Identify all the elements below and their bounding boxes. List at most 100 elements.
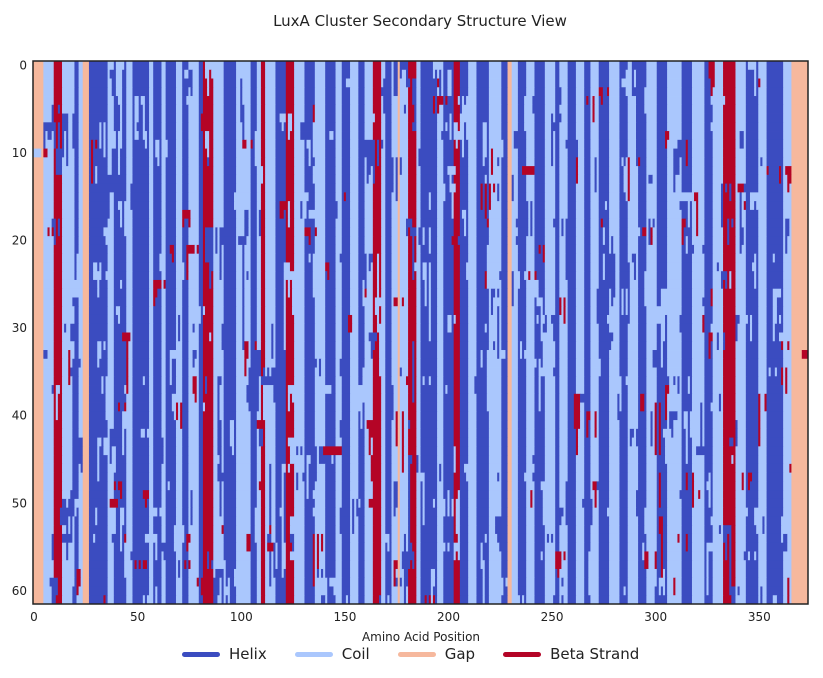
cell-helix	[88, 262, 94, 272]
cell-coil	[126, 166, 133, 176]
cell-beta-strand	[432, 104, 436, 114]
cell-coil	[493, 157, 498, 167]
cell-coil	[735, 271, 747, 281]
cell-helix	[501, 306, 508, 316]
cell-beta-strand	[372, 227, 382, 237]
cell-helix	[501, 113, 508, 123]
cell-beta-strand	[490, 157, 494, 167]
cell-helix	[584, 367, 591, 377]
cell-gap	[507, 350, 513, 360]
cell-coil	[244, 244, 251, 255]
cell-coil	[544, 148, 552, 158]
cell-coil	[590, 166, 595, 176]
cell-coil	[109, 201, 115, 211]
cell-coil	[758, 113, 767, 123]
cell-coil	[553, 139, 556, 149]
cell-helix	[611, 236, 614, 246]
cell-coil	[758, 69, 767, 79]
cell-beta-strand	[289, 393, 293, 403]
cell-coil	[381, 192, 386, 202]
cell-helix	[159, 139, 162, 149]
cell-helix	[656, 332, 662, 342]
cell-coil	[758, 358, 767, 368]
cell-coil	[188, 314, 202, 325]
cell-coil	[294, 236, 305, 246]
cell-coil	[646, 183, 658, 193]
cell-coil	[488, 78, 502, 88]
cell-helix	[420, 341, 438, 351]
cell-helix	[565, 236, 577, 246]
cell-coil	[437, 192, 446, 202]
cell-helix	[621, 402, 629, 412]
cell-helix	[209, 262, 214, 272]
cell-coil	[188, 437, 200, 447]
cell-helix	[781, 174, 784, 185]
cell-coil	[391, 131, 399, 141]
cell-helix	[124, 437, 127, 447]
cell-helix	[132, 393, 150, 403]
cell-helix	[420, 139, 438, 149]
cell-helix	[242, 323, 245, 333]
cell-gap	[507, 104, 513, 114]
cell-helix	[304, 297, 316, 307]
cell-coil	[312, 174, 326, 185]
cell-coil	[213, 218, 225, 228]
cell-gap	[33, 131, 44, 141]
cell-helix	[739, 201, 743, 211]
cell-coil	[789, 341, 792, 351]
cell-helix	[619, 174, 624, 185]
cell-beta-strand	[53, 69, 63, 79]
cell-coil	[209, 332, 212, 342]
cell-helix	[501, 367, 508, 377]
cell-helix	[704, 69, 709, 79]
cell-coil	[575, 262, 585, 272]
cell-helix	[132, 122, 135, 132]
cell-helix	[341, 166, 351, 176]
cell-helix	[130, 192, 150, 202]
cell-helix	[240, 113, 245, 123]
cell-coil	[691, 236, 705, 246]
cell-helix	[766, 78, 784, 88]
cell-coil	[561, 87, 569, 97]
cell-coil	[43, 428, 55, 438]
cell-coil	[190, 218, 200, 228]
cell-coil	[163, 437, 167, 447]
cell-coil	[646, 358, 653, 368]
cell-helix	[418, 227, 423, 237]
cell-helix	[51, 113, 55, 123]
cell-coil	[192, 78, 200, 88]
cell-helix	[325, 96, 336, 106]
cell-helix	[242, 122, 245, 132]
cell-coil	[188, 148, 200, 158]
cell-coil	[399, 244, 409, 255]
cell-helix	[223, 393, 237, 403]
cell-helix	[242, 253, 245, 263]
cell-coil	[283, 297, 287, 307]
cell-coil	[391, 69, 394, 79]
cell-coil	[78, 227, 84, 237]
cell-gap	[82, 104, 90, 114]
cell-coil	[712, 314, 724, 325]
cell-helix	[704, 262, 714, 272]
cell-helix	[341, 314, 349, 325]
cell-beta-strand	[372, 253, 378, 263]
cell-helix	[74, 236, 79, 246]
cell-coil	[646, 253, 658, 263]
cell-coil	[161, 288, 167, 298]
cell-helix	[534, 78, 546, 88]
cell-helix	[619, 437, 629, 447]
cell-helix	[405, 78, 411, 88]
cell-helix	[476, 61, 490, 71]
cell-beta-strand	[376, 332, 380, 342]
cell-coil	[575, 288, 585, 298]
cell-gap	[33, 367, 44, 377]
cell-gap	[33, 166, 44, 176]
cell-coil	[366, 288, 374, 298]
cell-coil	[646, 332, 658, 342]
cell-helix	[385, 323, 392, 333]
cell-coil	[511, 411, 519, 421]
cell-coil	[646, 131, 658, 141]
cell-coil	[78, 350, 84, 360]
cell-coil	[93, 262, 98, 272]
cell-helix	[551, 139, 554, 149]
